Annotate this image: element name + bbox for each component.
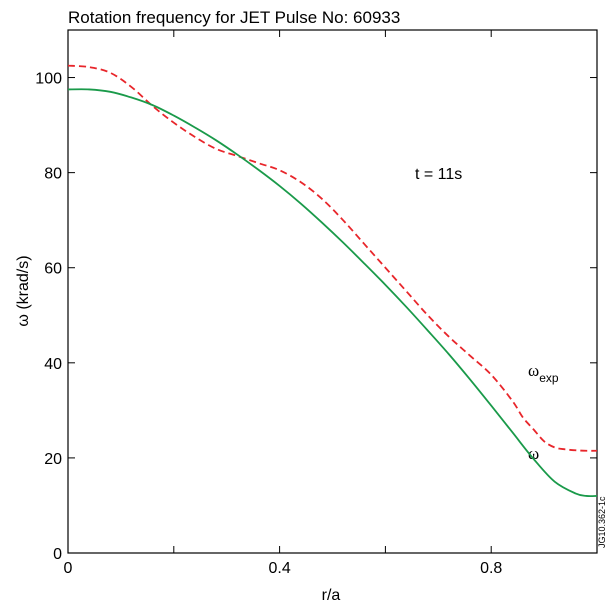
series-lines bbox=[67, 64, 598, 498]
y-tick-label: 60 bbox=[44, 261, 62, 278]
x-tick-label: 0.8 bbox=[480, 560, 502, 577]
y-tick-label: 40 bbox=[44, 356, 62, 373]
time-annotation: t = 11s bbox=[415, 166, 462, 183]
y-tick-label: 20 bbox=[44, 451, 62, 468]
x-axis-label: r/a bbox=[322, 587, 341, 604]
series-line-omega bbox=[67, 88, 598, 498]
series-line-omega-exp bbox=[67, 64, 598, 452]
series-label-omega-exp-sub: exp bbox=[539, 371, 559, 385]
y-tick-label: 80 bbox=[44, 166, 62, 183]
x-tick-label: 0.4 bbox=[268, 560, 290, 577]
figure-id: JG10.362-1c bbox=[597, 496, 607, 548]
chart-title: Rotation frequency for JET Pulse No: 609… bbox=[68, 8, 400, 27]
y-axis-label: ω (krad/s) bbox=[15, 255, 32, 326]
x-tick-label: 0 bbox=[64, 560, 73, 577]
y-tick-label: 100 bbox=[35, 71, 62, 88]
plot-frame bbox=[67, 29, 598, 554]
axis-ticks: 0 0.4 0.8 0 20 40 60 80 100 bbox=[35, 30, 597, 577]
series-label-omega-exp-main: ω bbox=[528, 361, 539, 380]
y-tick-label: 0 bbox=[53, 546, 62, 563]
series-label-omega: ω bbox=[528, 444, 539, 463]
series-labels: ωexp ω bbox=[528, 361, 559, 463]
series-label-omega-exp: ωexp bbox=[528, 361, 559, 385]
